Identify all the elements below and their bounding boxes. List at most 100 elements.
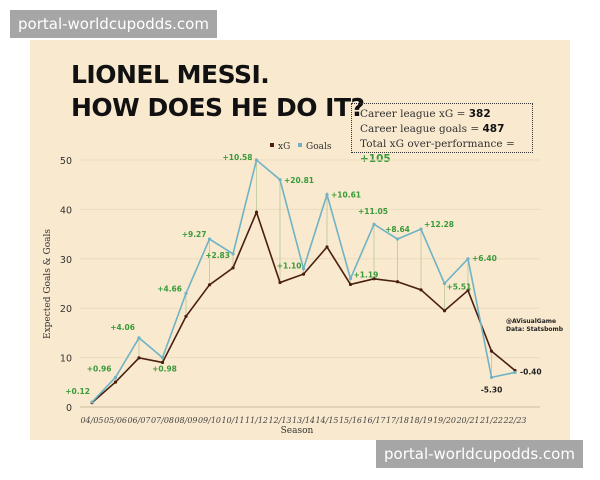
legend-label-xg: xG xyxy=(278,142,290,152)
legend-marker-goals xyxy=(298,143,302,147)
series-line-xg xyxy=(91,210,516,404)
watermark-bottom: portal-worldcupodds.com xyxy=(376,440,583,468)
x-tick-label: 17/18 xyxy=(386,416,409,425)
difference-label: +0.96 xyxy=(87,364,112,373)
difference-label: +6.40 xyxy=(472,254,497,263)
x-tick-label: 15/16 xyxy=(339,416,362,425)
data-point-xg xyxy=(442,309,447,313)
credit-handle: @AVisualGame xyxy=(506,318,556,325)
difference-label: +8.64 xyxy=(385,225,410,234)
x-axis-label: Season xyxy=(281,426,314,436)
data-point-xg xyxy=(301,272,306,276)
data-point-goals xyxy=(184,291,188,295)
data-point-xg xyxy=(231,266,235,270)
x-tick-label: 07/08 xyxy=(151,416,174,425)
data-point-goals xyxy=(419,227,423,231)
data-point-goals xyxy=(254,158,259,162)
y-tick-label: 0 xyxy=(66,403,72,414)
data-point-goals xyxy=(372,222,376,226)
difference-label: +20.81 xyxy=(284,176,314,185)
y-tick-label: 20 xyxy=(60,304,72,315)
legend-label-goals: Goals xyxy=(306,142,332,152)
x-tick-label: 18/19 xyxy=(409,416,432,425)
stat-xg-label: Career league xG = xyxy=(360,108,469,120)
difference-label: +12.28 xyxy=(424,220,454,229)
y-tick-label: 30 xyxy=(60,255,72,266)
data-point-xg xyxy=(160,360,165,365)
difference-label: +9.27 xyxy=(182,230,207,239)
difference-label: +2.83 xyxy=(205,251,230,260)
x-tick-label: 19/20 xyxy=(433,416,456,425)
chart-title-line1: LIONEL MESSI. xyxy=(71,60,270,89)
data-point-xg xyxy=(489,349,494,353)
stat-over-value: +105 xyxy=(360,153,391,165)
watermark-top: portal-worldcupodds.com xyxy=(10,10,217,38)
x-tick-label: 11/12 xyxy=(245,416,268,425)
data-point-goals xyxy=(466,257,470,261)
credit-source: Data: Statsbomb xyxy=(506,326,564,333)
data-point-xg xyxy=(184,314,188,319)
data-point-goals xyxy=(231,252,235,256)
data-point-xg xyxy=(278,280,282,285)
difference-label: +1.19 xyxy=(354,271,379,280)
difference-label: +0.12 xyxy=(65,387,90,396)
legend-marker-xg xyxy=(270,143,274,147)
data-point-xg xyxy=(466,288,470,293)
stat-over: Total xG over-performance = +105 xyxy=(360,137,532,167)
x-tick-label: 12/13 xyxy=(268,416,291,425)
difference-label: +0.98 xyxy=(152,365,177,374)
x-tick-label: 08/09 xyxy=(174,416,197,425)
data-point-goals xyxy=(301,267,306,271)
stat-goals-label: Career league goals = xyxy=(360,123,483,135)
data-point-xg xyxy=(372,277,376,281)
stat-xg-value: 382 xyxy=(468,108,491,120)
data-point-xg xyxy=(419,288,423,292)
x-tick-label: 16/17 xyxy=(362,416,386,425)
difference-label: -5.30 xyxy=(481,385,503,394)
x-tick-label: 04/05 xyxy=(80,416,103,425)
x-tick-label: 13/14 xyxy=(292,416,315,425)
data-point-goals xyxy=(395,237,400,241)
stat-xg: Career league xG = 382 xyxy=(360,107,532,122)
data-point-xg xyxy=(348,282,353,287)
difference-label: +11.05 xyxy=(358,207,388,216)
x-tick-label: 09/10 xyxy=(198,416,221,425)
y-tick-label: 40 xyxy=(60,205,72,216)
data-point-goals xyxy=(137,336,141,340)
x-tick-label: 14/15 xyxy=(315,416,338,425)
data-point-goals xyxy=(442,281,447,286)
data-point-xg xyxy=(113,380,118,384)
difference-label: +4.06 xyxy=(110,323,135,332)
data-point-xg xyxy=(325,245,329,249)
x-tick-label: 06/07 xyxy=(127,416,151,425)
data-point-goals xyxy=(325,192,329,197)
data-point-goals xyxy=(278,178,282,182)
difference-label: +5.51 xyxy=(447,283,472,292)
data-point-goals xyxy=(207,237,212,241)
difference-label: +10.61 xyxy=(331,191,361,200)
difference-label: -0.40 xyxy=(520,367,542,376)
x-tick-label: 22/23 xyxy=(502,416,526,425)
x-tick-label: 20/21 xyxy=(455,416,479,425)
data-point-goals xyxy=(489,375,494,379)
difference-label: +1.10 xyxy=(277,262,302,271)
chart-title-line2: HOW DOES HE DO IT? xyxy=(71,93,365,122)
stats-box: Career league xG = 382 Career league goa… xyxy=(351,103,533,165)
y-tick-label: 50 xyxy=(60,156,72,167)
difference-label: +10.58 xyxy=(222,153,252,162)
stat-goals-value: 487 xyxy=(482,123,505,135)
y-axis-label: Expected Goals & Goals xyxy=(43,229,53,339)
data-point-goals xyxy=(160,356,165,360)
data-point-goals xyxy=(348,276,353,281)
x-tick-label: 21/22 xyxy=(479,416,503,425)
x-tick-label: 10/11 xyxy=(221,416,244,425)
difference-label: +4.66 xyxy=(157,284,182,293)
chart-panel xyxy=(30,40,570,440)
stat-over-label: Total xG over-performance = xyxy=(360,138,515,150)
data-point-xg xyxy=(254,210,259,214)
data-point-goals xyxy=(113,375,118,379)
data-point-goals xyxy=(90,400,94,404)
x-tick-label: 05/06 xyxy=(104,416,127,425)
data-point-xg xyxy=(395,280,400,284)
